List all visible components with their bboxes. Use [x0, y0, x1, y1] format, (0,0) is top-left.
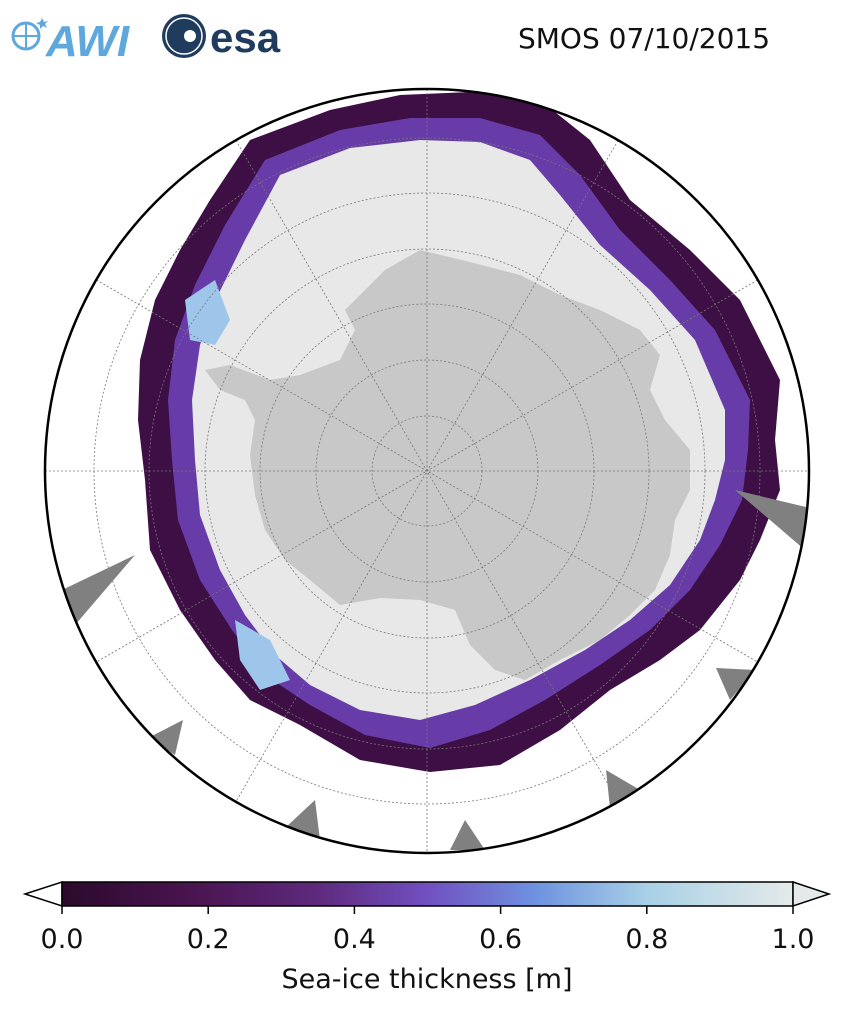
awi-logo-text: AWI	[45, 17, 130, 66]
colorbar-extend-low	[22, 880, 63, 908]
no-data-wedges	[62, 490, 809, 850]
colorbar-extend-high	[792, 880, 832, 908]
graticule	[45, 89, 809, 853]
header-logos: AWI esa	[11, 14, 281, 66]
antarctica	[205, 250, 690, 680]
awi-logo: AWI	[11, 17, 130, 66]
esa-logo-text: esa	[210, 14, 281, 61]
sea-ice-blue-patch-sw	[235, 620, 290, 690]
colorbar-gradient	[61, 881, 794, 907]
sea-ice-blue-patch-west	[185, 280, 230, 345]
map-boundary	[43, 87, 811, 855]
colorbar-ticks	[61, 906, 794, 914]
colorbar-tick-label: 0.6	[479, 924, 523, 955]
colorbar-tick-label: 0.2	[186, 924, 230, 955]
colorbar-tick-label: 0.4	[332, 924, 376, 955]
esa-logo: esa	[162, 14, 281, 61]
colorbar	[22, 880, 832, 914]
colorbar-tick-label: 1.0	[771, 924, 815, 955]
colorbar-label: Sea-ice thickness [m]	[281, 964, 573, 995]
map-title: SMOS 07/10/2015	[518, 22, 771, 55]
colorbar-tick-label: 0.0	[40, 924, 84, 955]
colorbar-tick-label: 0.8	[625, 924, 669, 955]
